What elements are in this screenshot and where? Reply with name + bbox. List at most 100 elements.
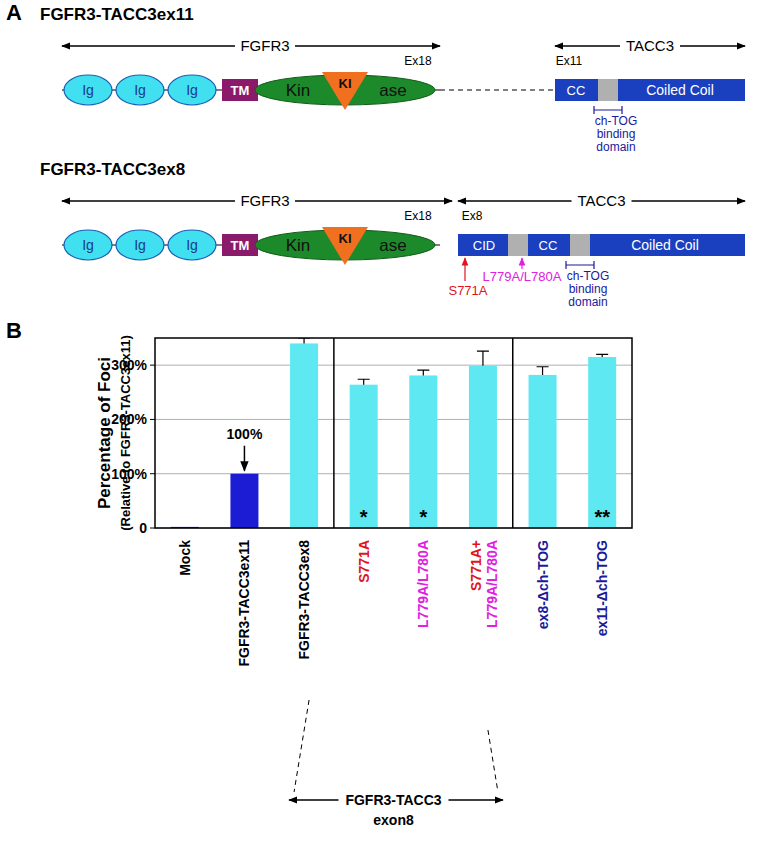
axis-title: Percentage of Foci	[95, 357, 114, 509]
ch-tog-bracket	[594, 106, 622, 114]
tacc3-block	[458, 234, 745, 256]
gene-label: TACC3	[577, 192, 625, 209]
plot-frame	[155, 338, 632, 528]
category-label: FGFR3-TACC3ex8	[296, 540, 312, 660]
linker	[570, 234, 590, 256]
group-dash	[294, 700, 309, 792]
exon-label: Ex18	[404, 209, 432, 223]
group-dash	[488, 730, 498, 792]
domain-label: Ig	[82, 237, 94, 253]
category-label: S771A	[356, 540, 372, 583]
domain-label: Kin	[286, 236, 311, 255]
grid-line	[155, 473, 632, 474]
ig-domain	[64, 75, 112, 105]
label-bg	[572, 192, 632, 210]
domain-label: Ig	[186, 82, 198, 98]
category-label: ex11-Δch-TOG	[594, 540, 610, 636]
bar	[290, 343, 318, 528]
gene-label: FGFR3	[240, 192, 289, 209]
domain-label: Ig	[82, 82, 94, 98]
group-label: FGFR3-TACC3	[345, 792, 441, 808]
mutation-label: S771A	[448, 283, 487, 298]
domain-label: ase	[379, 236, 406, 255]
kinase-insert	[322, 72, 368, 110]
domain-label: Coiled Coil	[646, 82, 714, 98]
ch-tog-label: ch-TOG	[567, 269, 609, 283]
annotation-arrow	[244, 446, 246, 471]
error-bar	[477, 351, 489, 366]
domain-label: KI	[339, 76, 352, 91]
ch-tog-label: binding	[597, 127, 636, 141]
domain-label: Ig	[186, 237, 198, 253]
label-bg	[620, 37, 680, 55]
mutation-label: L779A/L780A	[483, 269, 562, 284]
exon-label: Ex8	[462, 209, 483, 223]
domain-label: CID	[473, 238, 495, 253]
error-bar	[358, 379, 370, 384]
fusion-gap	[440, 89, 555, 90]
kinase-insert	[322, 227, 368, 265]
tm-domain	[222, 234, 258, 256]
category-label: S771A+	[468, 540, 484, 591]
error-bar	[298, 338, 310, 343]
domain-label: Ig	[134, 237, 146, 253]
ig-domain	[116, 75, 164, 105]
figure: A FGFR3-TACC3ex11 FGFR3 TACC3 Ex18 Ex11 Ig Ig Ig…	[0, 0, 760, 851]
axis-subtitle: (Relative to FGFR3-TACC3ex11)	[118, 335, 133, 531]
panel-label: B	[6, 318, 22, 343]
domain-label: Coiled Coil	[631, 237, 699, 253]
separator	[333, 338, 335, 528]
grid-line	[155, 365, 632, 366]
gene-label: TACC3	[626, 37, 674, 54]
grid-line	[155, 419, 632, 420]
bar	[409, 375, 437, 528]
ch-tog-label: domain	[596, 140, 635, 154]
category-label: Mock	[177, 540, 193, 576]
separator	[512, 338, 514, 528]
domain-label: TM	[231, 238, 250, 253]
exon-label: Ex18	[404, 54, 432, 68]
mutation-arrow	[464, 258, 465, 281]
ig-domain	[168, 230, 216, 260]
error-bar	[537, 367, 549, 375]
domain-label: CC	[539, 238, 558, 253]
tick-label: 0	[139, 520, 147, 536]
construct-title: FGFR3-TACC3ex11	[40, 5, 194, 24]
panel-label: A	[6, 0, 22, 25]
domain-label: CC	[567, 83, 586, 98]
bar	[230, 474, 258, 528]
significance-mark: **	[594, 506, 610, 528]
ig-domain	[168, 75, 216, 105]
gene-label: FGFR3	[240, 37, 289, 54]
tacc3-block	[555, 79, 745, 101]
label-bg	[235, 37, 295, 55]
linker	[508, 234, 528, 256]
ig-domain	[64, 230, 112, 260]
ig-domain	[116, 230, 164, 260]
ch-tog-label: domain	[568, 295, 607, 309]
bars	[171, 338, 616, 528]
domain-label: TM	[231, 83, 250, 98]
domain-label: ase	[379, 81, 406, 100]
significance-mark: *	[419, 506, 427, 528]
label-bg	[235, 192, 295, 210]
significance-mark: *	[360, 506, 368, 528]
error-bar	[596, 354, 608, 357]
bar	[350, 385, 378, 528]
category-label: L779A/L780A	[415, 540, 431, 628]
linker	[598, 79, 618, 101]
annotation: 100%	[227, 426, 263, 442]
bar	[529, 375, 557, 528]
ch-tog-label: binding	[569, 282, 608, 296]
label-bg	[339, 790, 449, 810]
error-bar	[417, 370, 429, 375]
bar	[469, 366, 497, 528]
exon-label: Ex11	[556, 54, 583, 68]
domain-label: Ig	[134, 82, 146, 98]
construct-title: FGFR3-TACC3ex8	[40, 160, 185, 179]
bar	[588, 357, 616, 528]
ch-tog-bracket	[566, 261, 594, 269]
category-label: ex8-Δch-TOG	[535, 540, 551, 629]
tm-domain	[222, 79, 258, 101]
domain-label: KI	[339, 231, 352, 246]
